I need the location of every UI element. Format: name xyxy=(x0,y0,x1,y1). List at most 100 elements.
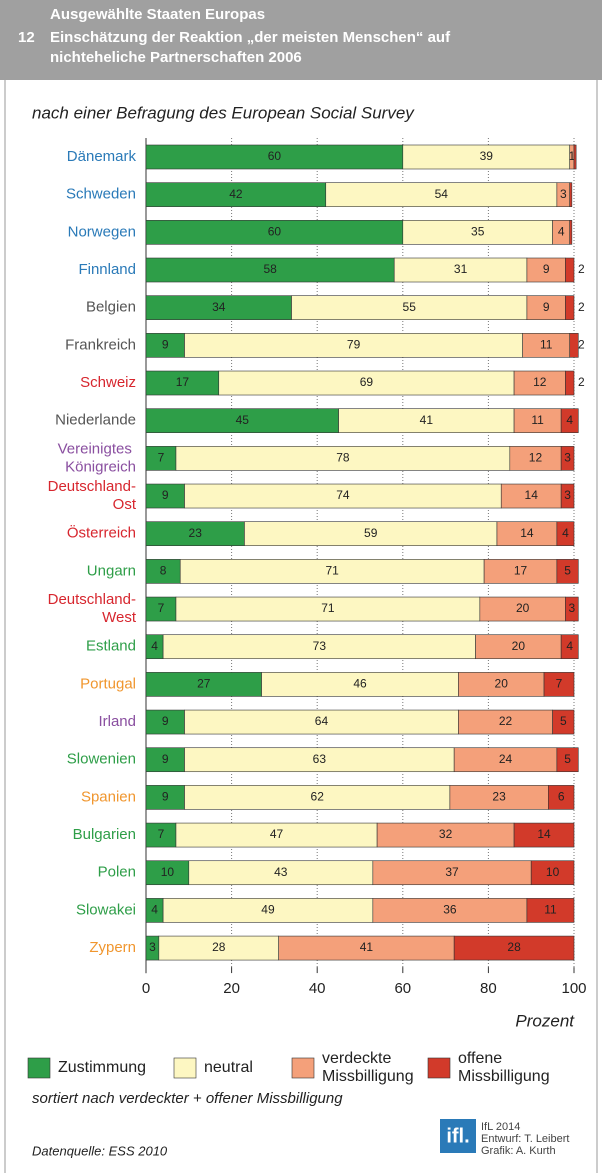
x-tick-label: 40 xyxy=(309,980,326,997)
bar-segment xyxy=(526,257,566,283)
bar-segment xyxy=(372,898,528,923)
bar-segment xyxy=(261,672,459,697)
value-label: 41 xyxy=(360,940,374,954)
bar-segment xyxy=(526,295,566,320)
value-label: 63 xyxy=(313,752,327,766)
value-label: 3 xyxy=(564,488,571,502)
value-label: 11 xyxy=(544,903,557,917)
value-label: 79 xyxy=(347,338,361,352)
bar-segment xyxy=(453,747,558,773)
bar-segment xyxy=(458,672,545,697)
bar-segment xyxy=(565,596,579,622)
value-label: 27 xyxy=(197,677,211,691)
bar-segment xyxy=(188,860,374,886)
value-label: 34 xyxy=(212,300,226,314)
title: Einschätzung der Reaktion „der meisten M… xyxy=(50,29,451,46)
value-label: 22 xyxy=(499,714,513,728)
bar-segment xyxy=(244,521,498,547)
bar-segment xyxy=(560,483,575,509)
value-label: 46 xyxy=(353,677,367,691)
value-label: 7 xyxy=(158,601,165,615)
value-label: 7 xyxy=(158,827,165,841)
value-label: 11 xyxy=(540,338,553,352)
value-label: 73 xyxy=(313,639,327,653)
value-label: 4 xyxy=(151,639,158,653)
value-label: 58 xyxy=(263,262,277,276)
category-label: Polen xyxy=(98,864,136,881)
bar-segment xyxy=(556,521,575,547)
value-label: 4 xyxy=(566,639,573,653)
value-label: 4 xyxy=(562,526,569,540)
bar-segment xyxy=(560,446,575,471)
value-label: 32 xyxy=(439,827,453,841)
bar-segment xyxy=(509,446,562,471)
bar-segment xyxy=(145,408,339,433)
value-label: 5 xyxy=(564,752,571,766)
value-label: 59 xyxy=(364,526,378,540)
bar-segment xyxy=(393,257,528,283)
bar-segment xyxy=(565,257,575,283)
category-label: Spanien xyxy=(81,788,136,805)
bar-segment xyxy=(560,634,579,660)
bar-segment xyxy=(526,898,575,923)
credit: Entwurf: T. Leibert xyxy=(481,1133,569,1145)
bar-segment xyxy=(184,333,523,358)
value-label: 9 xyxy=(162,338,169,352)
value-label: 12 xyxy=(529,451,543,465)
value-label: 11 xyxy=(531,413,544,427)
legend-swatch xyxy=(27,1057,51,1079)
bar-segment xyxy=(179,559,485,584)
bar-segment xyxy=(145,822,177,848)
category-label: Norwegen xyxy=(68,223,136,240)
title-number: 12 xyxy=(18,29,35,46)
legend-label: Zustimmung xyxy=(58,1059,146,1076)
category-label: Estland xyxy=(86,638,136,655)
bar-segment xyxy=(552,709,575,735)
title: nichteheliche Partnerschaften 2006 xyxy=(50,49,302,66)
value-label: 60 xyxy=(268,149,282,163)
legend-swatch xyxy=(173,1057,197,1079)
value-label: 28 xyxy=(507,940,521,954)
value-label: 71 xyxy=(326,564,340,578)
bar-segment xyxy=(184,709,459,735)
bar-segment xyxy=(560,408,579,433)
x-tick-label: 0 xyxy=(142,980,150,997)
value-label: 17 xyxy=(514,564,528,578)
category-label: Österreich xyxy=(67,524,136,542)
value-label: 5 xyxy=(560,714,567,728)
legend-swatch xyxy=(427,1057,451,1079)
legend-swatch xyxy=(291,1057,315,1079)
bar-segment xyxy=(500,483,562,509)
value-label: 43 xyxy=(274,865,288,879)
value-label: 4 xyxy=(151,903,158,917)
bar-segment xyxy=(483,559,558,584)
legend-label: offene Missbilligung xyxy=(458,1050,550,1085)
value-label: 9 xyxy=(543,300,550,314)
bar-segment xyxy=(543,672,575,697)
bar-segment xyxy=(556,747,579,773)
value-label: 20 xyxy=(512,639,526,653)
bar-segment xyxy=(145,860,190,886)
overline: Ausgewählte Staaten Europas xyxy=(50,6,265,23)
category-label: Irland xyxy=(98,713,136,730)
value-label: 55 xyxy=(403,300,417,314)
logo-box xyxy=(440,1119,476,1153)
value-label: 8 xyxy=(160,564,167,578)
legend-label: verdeckte Missbilligung xyxy=(322,1050,414,1085)
value-label: 9 xyxy=(162,488,169,502)
value-label: 39 xyxy=(480,149,494,163)
value-label: 14 xyxy=(525,488,539,502)
value-label: 74 xyxy=(336,488,350,502)
bar-segment xyxy=(569,182,573,207)
category-label: Portugal xyxy=(80,675,136,692)
value-label: 64 xyxy=(315,714,329,728)
value-label: 14 xyxy=(520,526,534,540)
category-label: Finnland xyxy=(78,261,136,278)
bar-segment xyxy=(548,785,575,810)
category-label: Ungarn xyxy=(87,562,136,579)
bar-segment xyxy=(475,634,562,660)
bar-segment xyxy=(158,935,279,961)
value-label: 71 xyxy=(321,601,335,615)
bar-segment xyxy=(145,333,185,358)
value-label: 78 xyxy=(336,451,350,465)
